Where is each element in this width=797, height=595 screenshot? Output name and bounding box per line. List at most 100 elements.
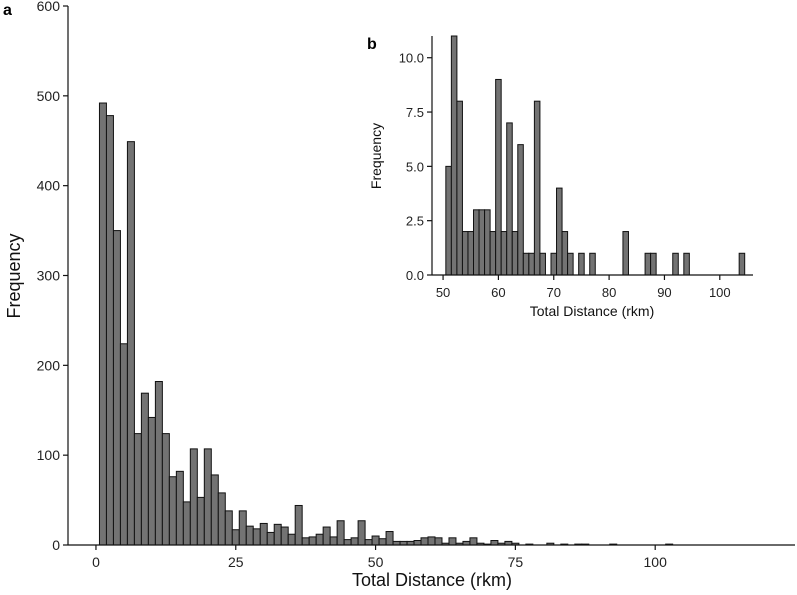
main-histogram-bar — [196, 496, 205, 546]
inset-histogram-bar — [467, 231, 475, 276]
inset-x-tick-label: 100 — [709, 285, 731, 300]
main-y-tick-label: 200 — [37, 357, 61, 373]
inset-histogram-bar — [556, 187, 563, 276]
inset-histogram-bar — [484, 209, 491, 276]
main-histogram-bar — [210, 474, 219, 546]
main-histogram-bar — [140, 392, 149, 546]
main-histogram-bar — [175, 470, 184, 546]
main-histogram-bar — [315, 533, 324, 546]
inset-histogram-bar — [672, 252, 679, 276]
main-histogram-bar — [294, 504, 303, 546]
inset-histogram-bar — [495, 78, 502, 276]
inset-x-tick-label: 80 — [602, 285, 616, 300]
inset-x-tick-label: 90 — [657, 285, 671, 300]
inset-histogram-bar — [511, 231, 519, 276]
main-histogram-bar — [427, 536, 436, 546]
inset-y-tick-label: 2.5 — [406, 214, 424, 229]
inset-histogram-bar — [500, 231, 508, 276]
inset-histogram-bar — [561, 231, 569, 276]
main-histogram-bar — [168, 476, 177, 546]
main-histogram-bar — [98, 102, 107, 546]
main-y-tick-label: 300 — [37, 268, 61, 284]
main-histogram-bar — [329, 536, 338, 546]
inset-bars — [445, 35, 746, 276]
main-histogram-bar — [133, 433, 142, 546]
main-y-tick-label: 400 — [37, 178, 61, 194]
main-histogram-bar — [224, 510, 233, 546]
inset-histogram-bar — [589, 252, 596, 276]
inset-y-ticks: 0.0 2.5 5.0 7.5 10.0 — [399, 51, 432, 283]
main-y-tick-label: 600 — [37, 0, 61, 14]
inset-histogram-bar — [539, 252, 546, 276]
main-histogram-bar — [287, 533, 296, 546]
inset-histogram-bar — [456, 100, 463, 276]
main-y-tick-label: 500 — [37, 88, 61, 104]
inset-x-tick-label: 50 — [436, 285, 450, 300]
inset-histogram-bar — [550, 252, 558, 276]
main-histogram-bar — [266, 531, 275, 546]
inset-histogram-bar — [650, 252, 657, 276]
main-y-ticks: 0 100 200 300 400 500 600 — [37, 0, 68, 553]
main-histogram-bar — [203, 448, 212, 546]
inset-x-tick-label: 70 — [547, 285, 561, 300]
main-histogram-bar — [385, 531, 394, 546]
inset-histogram-bar — [644, 252, 652, 276]
inset-histogram-bar — [738, 252, 746, 276]
inset-histogram-bar — [683, 252, 690, 276]
inset-x-tick-label: 60 — [491, 285, 505, 300]
main-x-tick-label: 75 — [508, 554, 524, 570]
inset-histogram-bar — [533, 100, 541, 276]
main-histogram-bar — [105, 115, 114, 546]
main-histogram-bar — [469, 537, 478, 546]
inset-histogram-bar — [506, 122, 513, 276]
main-histogram-bar — [280, 526, 289, 546]
inset-histogram-bar — [489, 231, 497, 276]
main-histogram-bar — [371, 535, 380, 546]
main-histogram-bar — [154, 381, 163, 546]
main-histogram-bar — [126, 141, 135, 546]
main-x-tick-label: 25 — [228, 554, 244, 570]
inset-histogram-bar — [478, 209, 486, 276]
main-x-tick-label: 100 — [644, 554, 668, 570]
main-histogram-bar — [112, 230, 121, 546]
main-histogram-bar — [364, 539, 373, 546]
main-histogram-bar — [161, 433, 170, 546]
main-histogram-bar — [259, 522, 268, 546]
main-histogram-bar — [357, 520, 366, 546]
inset-histogram-bar — [522, 252, 530, 276]
main-histogram-bar — [119, 343, 128, 546]
main-histogram-bar — [490, 540, 499, 546]
inset-histogram-bar — [517, 144, 524, 276]
main-x-tick-label: 0 — [92, 554, 100, 570]
main-histogram-bar — [245, 525, 254, 546]
inset-y-tick-label: 5.0 — [406, 159, 424, 174]
inset-histogram-bar — [445, 165, 452, 276]
inset-histogram-bar — [461, 231, 469, 276]
main-histogram-bar — [308, 536, 317, 546]
main-histogram-bar — [413, 540, 422, 546]
main-x-axis-title: Total Distance (rkm) — [352, 570, 512, 590]
inset-x-axis-title: Total Distance (rkm) — [530, 303, 654, 319]
main-histogram-bar — [420, 537, 429, 546]
inset-y-axis-title: Frequency — [368, 123, 384, 189]
main-histogram-bar — [217, 492, 226, 546]
main-histogram-bar — [343, 539, 352, 546]
inset-x-ticks: 50 60 70 80 90 100 — [436, 275, 731, 300]
main-histogram-bar — [273, 523, 282, 546]
main-histogram-bar — [182, 501, 191, 546]
main-bars — [98, 102, 674, 546]
main-histogram-bar — [147, 416, 156, 546]
main-histogram-panel: a 0 100 200 300 400 500 600 0 25 50 75 100 Total D… — [3, 0, 795, 590]
inset-y-tick-label: 7.5 — [406, 105, 424, 120]
inset-histogram-bar — [567, 252, 574, 276]
main-histogram-bar — [231, 529, 240, 546]
inset-histogram-bar — [578, 252, 585, 276]
main-y-tick-label: 0 — [52, 537, 60, 553]
inset-histogram-bar — [473, 209, 480, 276]
panel-label-b: b — [367, 36, 377, 53]
main-histogram-bar — [448, 537, 457, 546]
main-histogram-bar — [252, 528, 261, 546]
panel-label-a: a — [3, 2, 12, 19]
inset-y-tick-label: 10.0 — [399, 51, 424, 66]
inset-y-tick-label: 0.0 — [406, 268, 424, 283]
